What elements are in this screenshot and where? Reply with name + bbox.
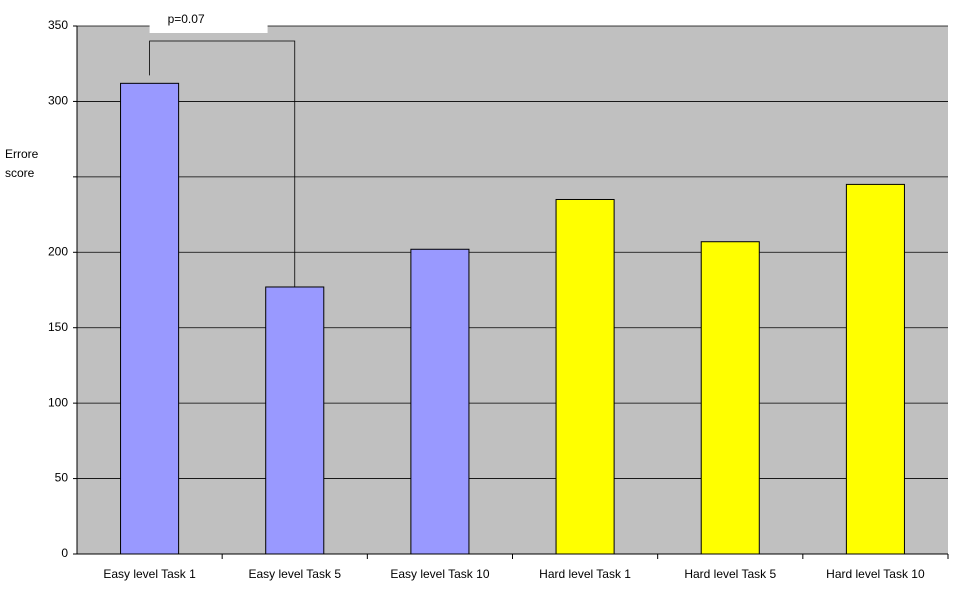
x-tick-label: Hard level Task 5 bbox=[684, 567, 776, 581]
y-tick-label: 100 bbox=[48, 395, 68, 409]
y-axis-label: Errore score bbox=[5, 147, 39, 180]
x-tick-label: Easy level Task 10 bbox=[390, 567, 489, 581]
bar bbox=[555, 198, 615, 555]
bar bbox=[265, 286, 325, 555]
y-tick-label: 50 bbox=[55, 471, 69, 485]
y-tick-label: 350 bbox=[48, 18, 68, 32]
significance-bracket bbox=[149, 40, 296, 287]
bar bbox=[700, 241, 760, 555]
bar bbox=[410, 248, 470, 555]
x-tick-label: Easy level Task 1 bbox=[103, 567, 196, 581]
annotation-background bbox=[149, 8, 268, 33]
bar bbox=[845, 183, 905, 555]
y-tick-label: 0 bbox=[61, 546, 68, 560]
bar bbox=[120, 82, 180, 555]
x-tick-label: Easy level Task 5 bbox=[249, 567, 342, 581]
plot-area bbox=[77, 26, 948, 554]
y-tick-label: 200 bbox=[48, 244, 68, 258]
y-tick-label: 300 bbox=[48, 94, 68, 108]
y-tick-label: 150 bbox=[48, 320, 68, 334]
x-tick-label: Hard level Task 1 bbox=[539, 567, 631, 581]
y-label-background bbox=[0, 140, 70, 190]
annotation: p=0.07 bbox=[168, 12, 205, 26]
x-tick-label: Hard level Task 10 bbox=[826, 567, 925, 581]
